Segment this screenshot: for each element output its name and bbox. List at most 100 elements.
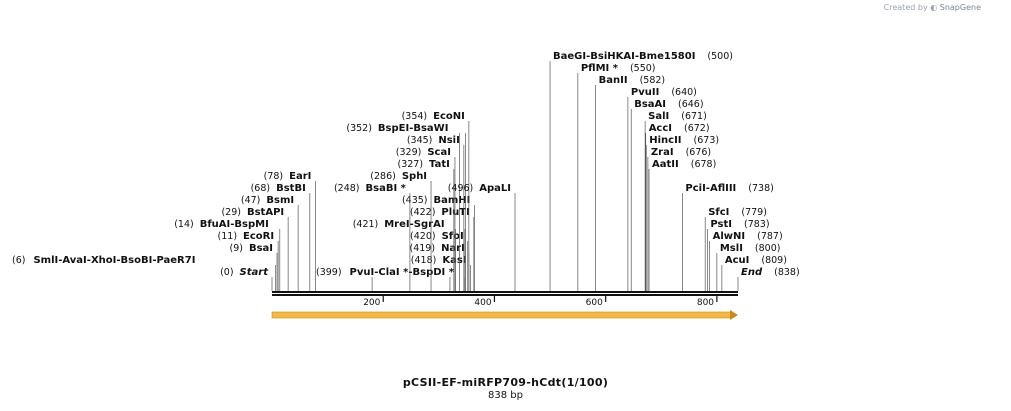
enzyme-site-sfoi[interactable]: SfoI — [442, 231, 464, 242]
enzyme-site-hincii[interactable]: HincII — [649, 135, 681, 146]
enzyme-site-bspmi[interactable]: BspMI — [234, 219, 268, 230]
enzyme-site-mrei[interactable]: MreI — [384, 219, 409, 230]
enzyme-site-pcii[interactable]: PciI — [685, 183, 705, 194]
enzyme-site-bsmi[interactable]: BsmI — [266, 195, 294, 206]
enzyme-site-pvuii[interactable]: PvuII — [631, 87, 659, 98]
site-position: (286) — [370, 171, 396, 182]
enzyme-site-msli[interactable]: MslI — [720, 243, 743, 254]
site-position: (809) — [761, 255, 787, 266]
enzyme-site-smli[interactable]: SmlI — [33, 255, 58, 266]
enzyme-site-aatii[interactable]: AatII — [652, 159, 679, 170]
enzyme-site-zrai[interactable]: ZraI — [651, 147, 674, 158]
enzyme-site-bsihkai[interactable]: BsiHKAI — [590, 51, 635, 62]
enzyme-site-bspei[interactable]: BspEI — [378, 123, 409, 134]
enzyme-site-bsawi[interactable]: BsaWI — [413, 123, 448, 134]
separator: - — [706, 183, 710, 194]
site-position: (327) — [398, 159, 424, 170]
enzyme-site-acci[interactable]: AccI — [649, 123, 672, 134]
enzyme-site-bamhi[interactable]: BamHI — [434, 195, 471, 206]
enzyme-site-kasi[interactable]: KasI — [442, 255, 466, 266]
created-by-credit: Created by ◐ SnapGene — [884, 3, 981, 12]
enzyme-site-bstbi[interactable]: BstBI — [276, 183, 306, 194]
enzyme-site-bme1580i[interactable]: Bme1580I — [639, 51, 695, 62]
enzyme-site-bsaai[interactable]: BsaAI — [634, 99, 666, 110]
enzyme-site-pluti[interactable]: PluTI — [441, 207, 469, 218]
separator: - — [409, 123, 413, 134]
site-position: (783) — [744, 219, 770, 230]
enzyme-site-sphi[interactable]: SphI — [402, 171, 427, 182]
ruler-tick-label: 400 — [474, 298, 491, 308]
snapgene-logo-icon: ◐ — [930, 3, 938, 12]
site-position: (78) — [264, 171, 284, 182]
site-position: (6) — [12, 255, 25, 266]
enzyme-site-sfci[interactable]: SfcI — [708, 207, 729, 218]
created-by-text: Created by — [883, 3, 928, 12]
feature-arrow[interactable] — [271, 311, 733, 319]
separator: - — [410, 219, 414, 230]
separator: - — [230, 219, 234, 230]
enzyme-site-acui[interactable]: AcuI — [725, 255, 750, 266]
site-position: (47) — [241, 195, 261, 206]
enzyme-site-nari[interactable]: NarI — [441, 243, 465, 254]
enzyme-site-xhoi[interactable]: XhoI — [91, 255, 116, 266]
enzyme-site-bsai[interactable]: BsaI — [249, 243, 273, 254]
enzyme-site-scai[interactable]: ScaI — [427, 147, 451, 158]
enzyme-site-sgrai[interactable]: SgrAI — [414, 219, 445, 230]
separator: - — [152, 255, 156, 266]
enzyme-site-alwni[interactable]: AlwNI — [713, 231, 746, 242]
site-position: (500) — [707, 51, 733, 62]
separator: - — [374, 267, 378, 278]
map-length: 838 bp — [488, 390, 523, 401]
enzyme-site-ecori[interactable]: EcoRI — [243, 231, 274, 242]
site-position: (640) — [671, 87, 697, 98]
site-position: (779) — [741, 207, 767, 218]
separator: - — [58, 255, 62, 266]
enzyme-site-banii[interactable]: BanII — [599, 75, 628, 86]
ruler-tick-label: 200 — [363, 298, 380, 308]
enzyme-site-bfuai[interactable]: BfuAI — [200, 219, 231, 230]
enzyme-site-bspdi[interactable]: BspDI * — [413, 267, 455, 278]
site-position: (550) — [630, 63, 656, 74]
site-position: (345) — [407, 135, 433, 146]
site-position: (0) — [220, 267, 233, 278]
site-position: (420) — [410, 231, 436, 242]
enzyme-site-tati[interactable]: TatI — [429, 159, 450, 170]
enzyme-site-avai[interactable]: AvaI — [62, 255, 86, 266]
site-position: (496) — [448, 183, 474, 194]
site-position: (676) — [686, 147, 712, 158]
brand-name: SnapGene — [939, 3, 981, 12]
feature-arrow-head[interactable] — [730, 310, 738, 320]
enzyme-site-bstapi[interactable]: BstAPI — [247, 207, 284, 218]
site-position: (9) — [229, 243, 242, 254]
enzyme-site-afliii[interactable]: AflIII — [710, 183, 736, 194]
enzyme-site-pvui[interactable]: PvuI — [350, 267, 375, 278]
site-position: (352) — [346, 123, 372, 134]
site-position: (11) — [218, 231, 238, 242]
site-position: (671) — [681, 111, 707, 122]
enzyme-site-baegi[interactable]: BaeGI — [553, 51, 586, 62]
site-position: (399) — [316, 267, 342, 278]
enzyme-site-end[interactable]: End — [741, 267, 763, 278]
enzyme-site-apali[interactable]: ApaLI — [479, 183, 511, 194]
site-position: (422) — [410, 207, 436, 218]
site-position: (787) — [757, 231, 783, 242]
site-position: (435) — [402, 195, 428, 206]
site-position: (419) — [410, 243, 436, 254]
enzyme-site-nsii[interactable]: NsiI — [438, 135, 459, 146]
enzyme-site-pflmi[interactable]: PflMI * — [581, 63, 619, 74]
enzyme-site-econi[interactable]: EcoNI — [433, 111, 465, 122]
enzyme-site-psti[interactable]: PstI — [710, 219, 732, 230]
enzyme-site-eari[interactable]: EarI — [289, 171, 311, 182]
site-position: (29) — [221, 207, 241, 218]
enzyme-site-sali[interactable]: SalI — [648, 111, 669, 122]
enzyme-site-paer7i[interactable]: PaeR7I — [156, 255, 195, 266]
enzyme-site-start[interactable]: Start — [240, 267, 270, 278]
enzyme-site-bsobi[interactable]: BsoBI — [121, 255, 153, 266]
separator: - — [635, 51, 639, 62]
enzyme-site-clai[interactable]: ClaI * — [378, 267, 409, 278]
enzyme-site-bsabi[interactable]: BsaBI * — [366, 183, 407, 194]
separator: - — [586, 51, 590, 62]
site-position: (678) — [691, 159, 717, 170]
ruler-tick-label: 600 — [586, 298, 603, 308]
